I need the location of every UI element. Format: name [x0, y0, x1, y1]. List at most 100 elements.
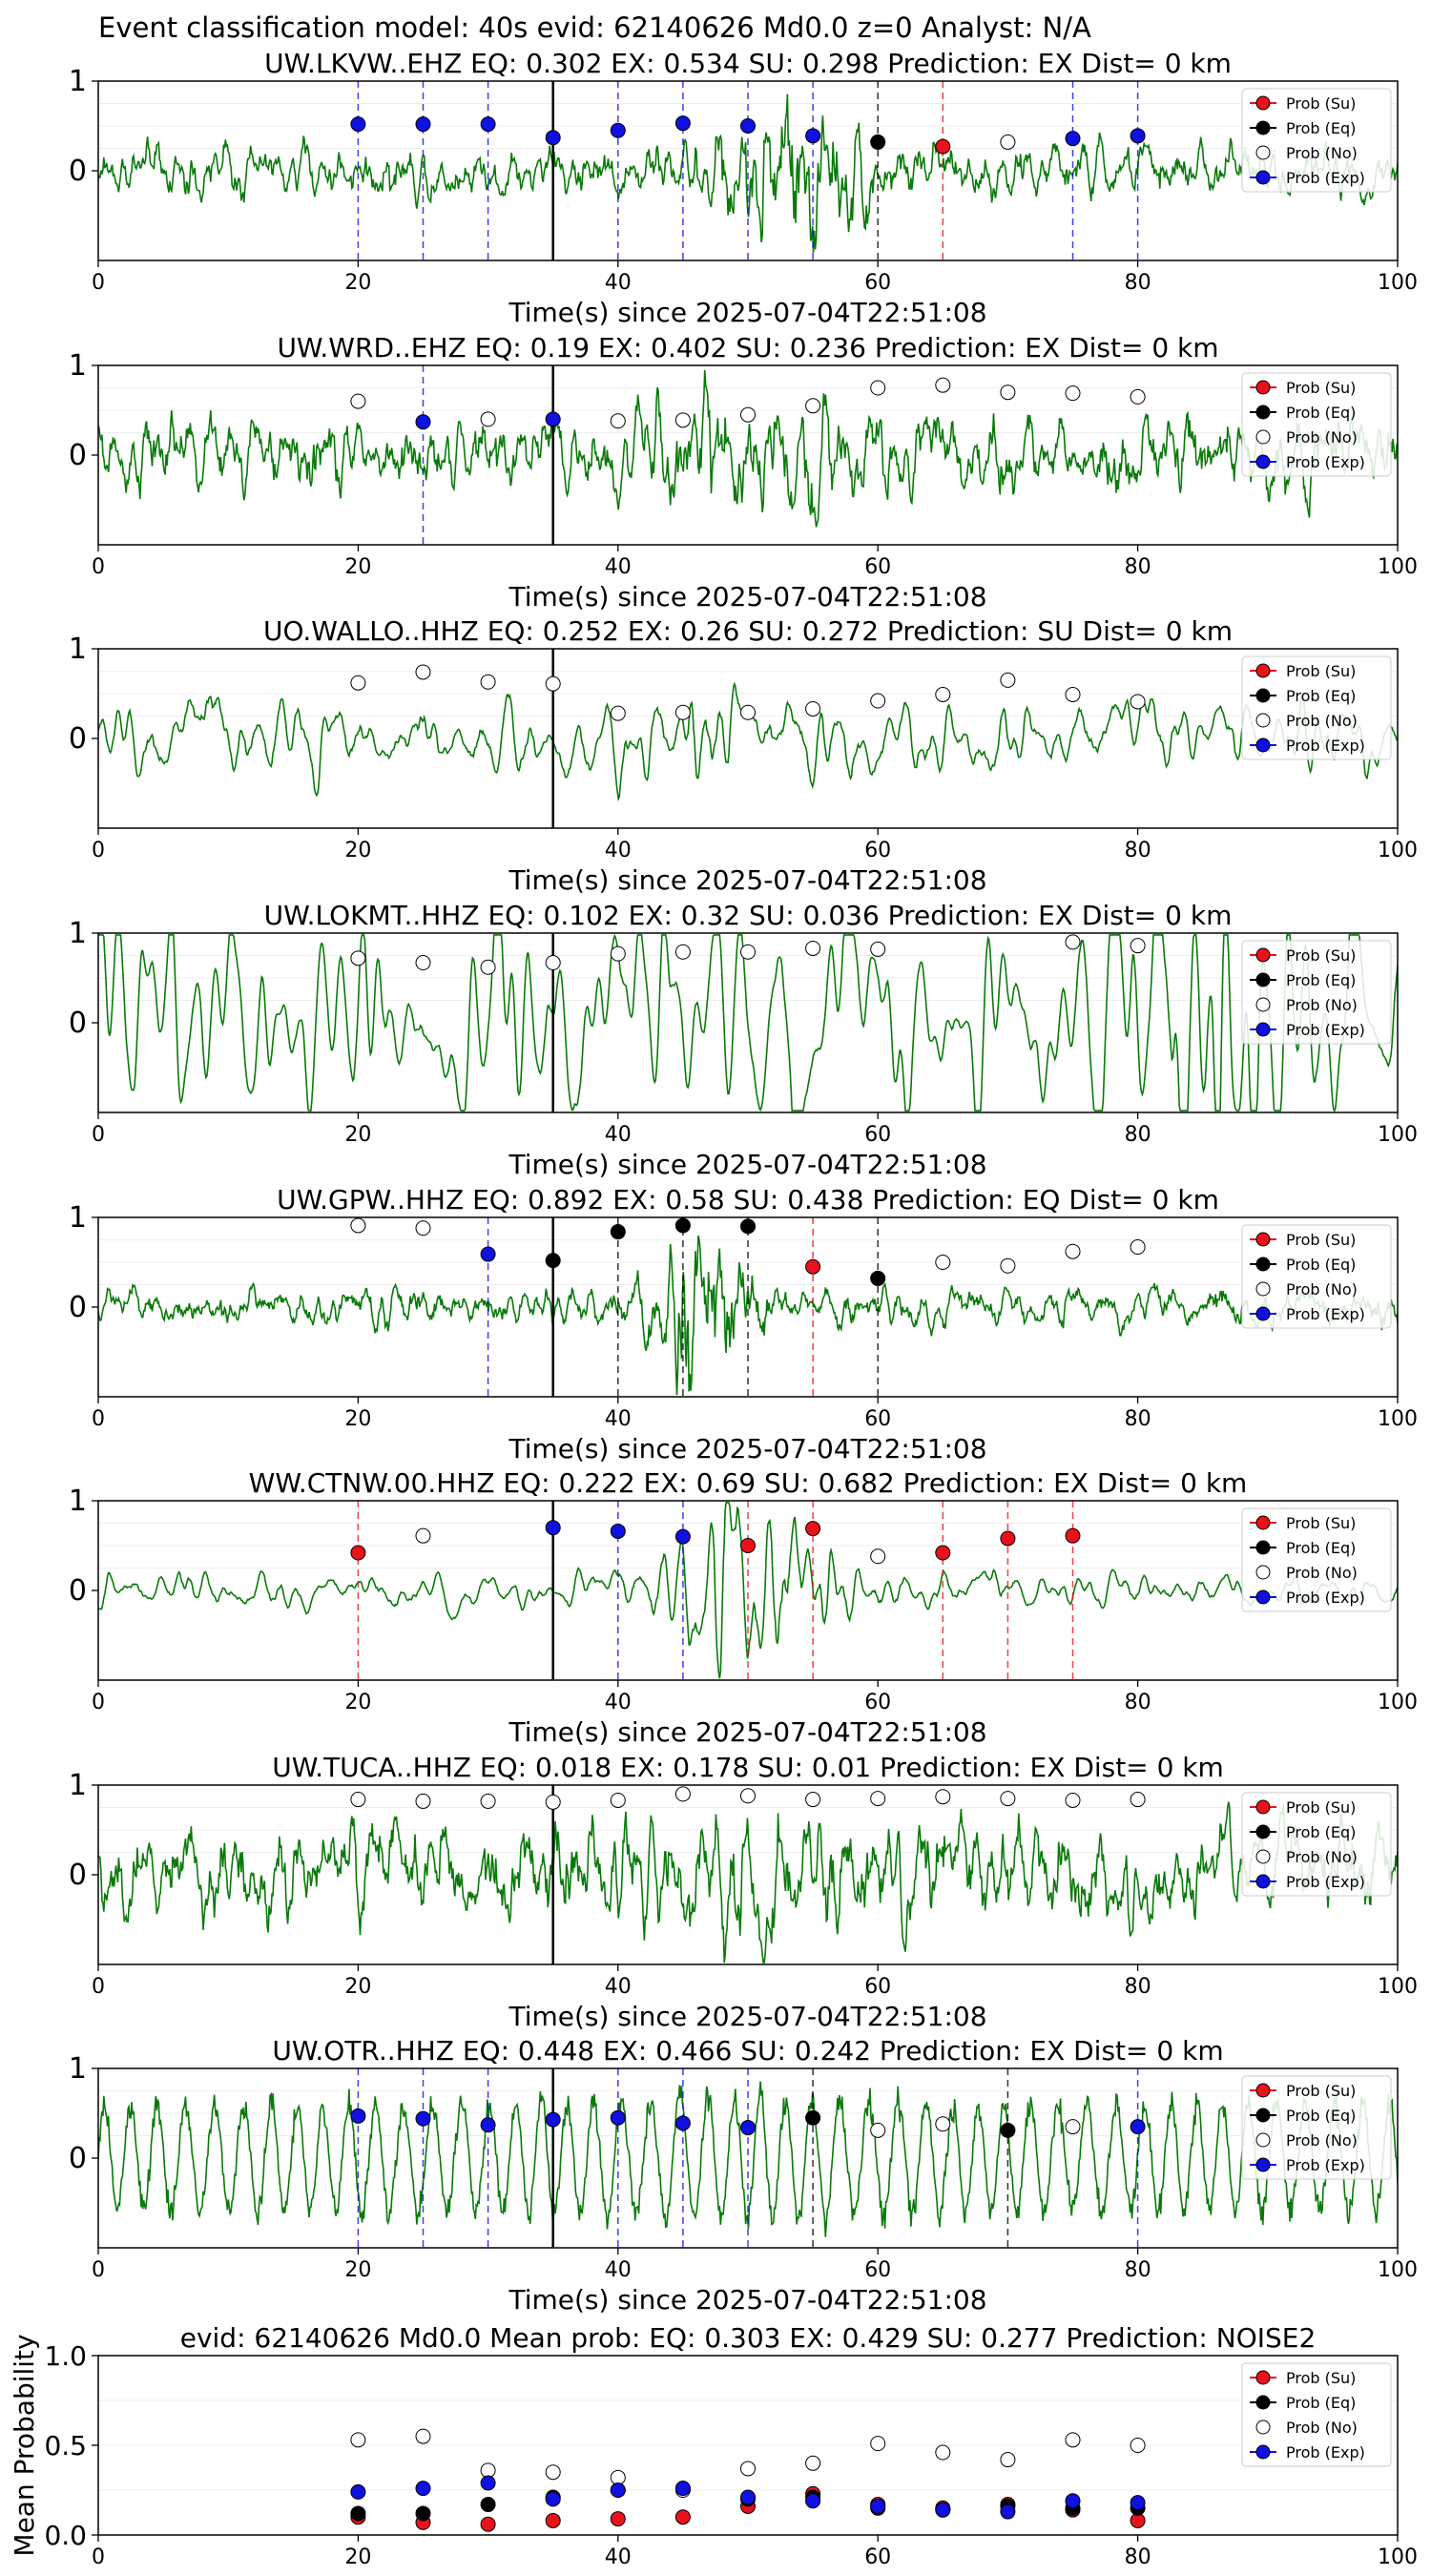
prob-point-exp — [1130, 128, 1146, 144]
legend-marker — [1255, 2444, 1271, 2460]
prob-point-exp — [545, 130, 561, 146]
prob-point-no — [740, 1788, 756, 1804]
legend-marker — [1255, 1824, 1271, 1839]
legend-entry: Prob (Su) — [1286, 2082, 1356, 2100]
prob-point-exp — [674, 1528, 691, 1545]
x-tick-label: 100 — [1378, 555, 1418, 579]
legend-entry: Prob (Eq) — [1286, 1539, 1356, 1557]
mean-point-exp — [350, 2483, 366, 2500]
legend-entry: Prob (Su) — [1286, 94, 1356, 113]
prob-point-exp — [480, 2117, 496, 2133]
figure-suptitle: Event classification model: 40s evid: 62… — [98, 11, 1091, 44]
mean-point-su — [480, 2516, 496, 2532]
legend-marker — [1255, 2157, 1271, 2172]
prob-point-exp — [674, 115, 691, 132]
legend-entry: Prob (Su) — [1286, 946, 1356, 965]
prob-point-su — [805, 1521, 821, 1537]
x-axis-label: Time(s) since 2025-07-04T22:51:08 — [508, 1433, 986, 1465]
y-tick-label: 1 — [69, 633, 87, 666]
legend-entry: Prob (Eq) — [1286, 687, 1356, 705]
x-tick-label: 0 — [92, 2545, 105, 2569]
x-tick-label: 60 — [864, 1691, 891, 1714]
prob-point-no — [1065, 1243, 1081, 1259]
prob-point-su — [740, 1538, 756, 1553]
x-tick-label: 100 — [1378, 1975, 1418, 1999]
x-tick-label: 100 — [1378, 2258, 1418, 2282]
prob-point-no — [1000, 672, 1016, 688]
legend-marker — [1255, 2420, 1271, 2435]
x-tick-label: 100 — [1378, 1123, 1418, 1147]
legend-entry: Prob (No) — [1286, 144, 1358, 162]
legend-box — [1241, 88, 1392, 193]
prob-point-no — [480, 1793, 496, 1809]
prob-point-no — [870, 1791, 886, 1807]
prob-point-no — [1130, 694, 1146, 710]
legend-marker — [1255, 1540, 1271, 1555]
x-tick-label: 60 — [864, 1975, 891, 1999]
x-axis-label: Time(s) since 2025-07-04T22:51:08 — [508, 2001, 986, 2032]
prob-point-no — [1130, 938, 1146, 954]
prob-point-exp — [545, 411, 561, 427]
x-tick-label: 80 — [1125, 1407, 1151, 1431]
y-tick-label: 1 — [69, 1485, 87, 1518]
panel-title: UW.TUCA..HHZ EQ: 0.018 EX: 0.178 SU: 0.0… — [272, 1752, 1224, 1783]
legend-box — [1241, 655, 1392, 760]
prob-point-no — [480, 411, 496, 427]
y-tick-label: 0 — [69, 439, 87, 472]
x-tick-label: 0 — [92, 839, 105, 862]
prob-point-no — [870, 1548, 886, 1565]
x-tick-label: 0 — [92, 555, 105, 579]
prob-point-exp — [350, 2108, 366, 2124]
prob-point-no — [805, 940, 821, 956]
legend-entry: Prob (Exp) — [1286, 1873, 1365, 1891]
prob-point-no — [415, 955, 431, 971]
waveform-trace — [98, 681, 1398, 801]
prob-point-exp — [415, 2110, 431, 2127]
legend-entry: Prob (Eq) — [1286, 971, 1356, 989]
prob-point-no — [1130, 1239, 1146, 1256]
prob-point-no — [610, 945, 626, 962]
x-tick-label: 20 — [344, 1407, 371, 1431]
y-tick-label: 0 — [69, 722, 87, 756]
prob-point-eq — [870, 1270, 886, 1286]
legend-marker — [1255, 429, 1271, 445]
mean-point-no — [740, 2461, 756, 2477]
prob-point-no — [545, 675, 561, 692]
x-tick-label: 100 — [1378, 2545, 1418, 2569]
panel-3: UO.WALLO..HHZ EQ: 0.252 EX: 0.26 SU: 0.2… — [69, 615, 1418, 896]
legend-entry: Prob (Eq) — [1286, 2107, 1356, 2125]
y-tick-label: 1 — [69, 2052, 87, 2086]
x-tick-label: 0 — [92, 271, 105, 295]
prob-point-no — [935, 1255, 951, 1270]
x-tick-label: 40 — [605, 2258, 632, 2282]
y-tick-label: 0 — [69, 1859, 87, 1892]
legend-entry: Prob (No) — [1286, 1848, 1358, 1866]
x-tick-label: 40 — [605, 1691, 632, 1714]
legend-entry: Prob (Exp) — [1286, 453, 1365, 471]
legend-marker — [1255, 145, 1271, 160]
legend-entry: Prob (Exp) — [1286, 1589, 1365, 1607]
legend-marker — [1255, 2395, 1271, 2410]
legend-marker — [1255, 2132, 1271, 2148]
x-tick-label: 100 — [1378, 1691, 1418, 1714]
legend-marker — [1255, 2083, 1271, 2098]
x-tick-label: 0 — [92, 1975, 105, 1999]
x-tick-label: 40 — [605, 1407, 632, 1431]
legend-entry: Prob (No) — [1286, 428, 1358, 447]
prob-point-exp — [480, 116, 496, 133]
x-tick-label: 20 — [344, 2258, 371, 2282]
mean-point-su — [610, 2511, 626, 2527]
legend-marker — [1255, 997, 1271, 1012]
prob-point-no — [805, 1792, 821, 1808]
panel-2: UW.WRD..EHZ EQ: 0.19 EX: 0.402 SU: 0.236… — [69, 332, 1418, 613]
prob-point-eq — [740, 1218, 756, 1235]
mean-point-no — [935, 2444, 951, 2461]
prob-point-no — [610, 1792, 626, 1808]
legend-marker — [1255, 120, 1271, 135]
prob-point-no — [805, 700, 821, 717]
x-tick-label: 40 — [605, 555, 632, 579]
mean-point-exp — [674, 2481, 691, 2497]
prob-point-exp — [480, 1246, 496, 1262]
waveform-trace — [98, 933, 1398, 1112]
prob-point-no — [740, 944, 756, 960]
